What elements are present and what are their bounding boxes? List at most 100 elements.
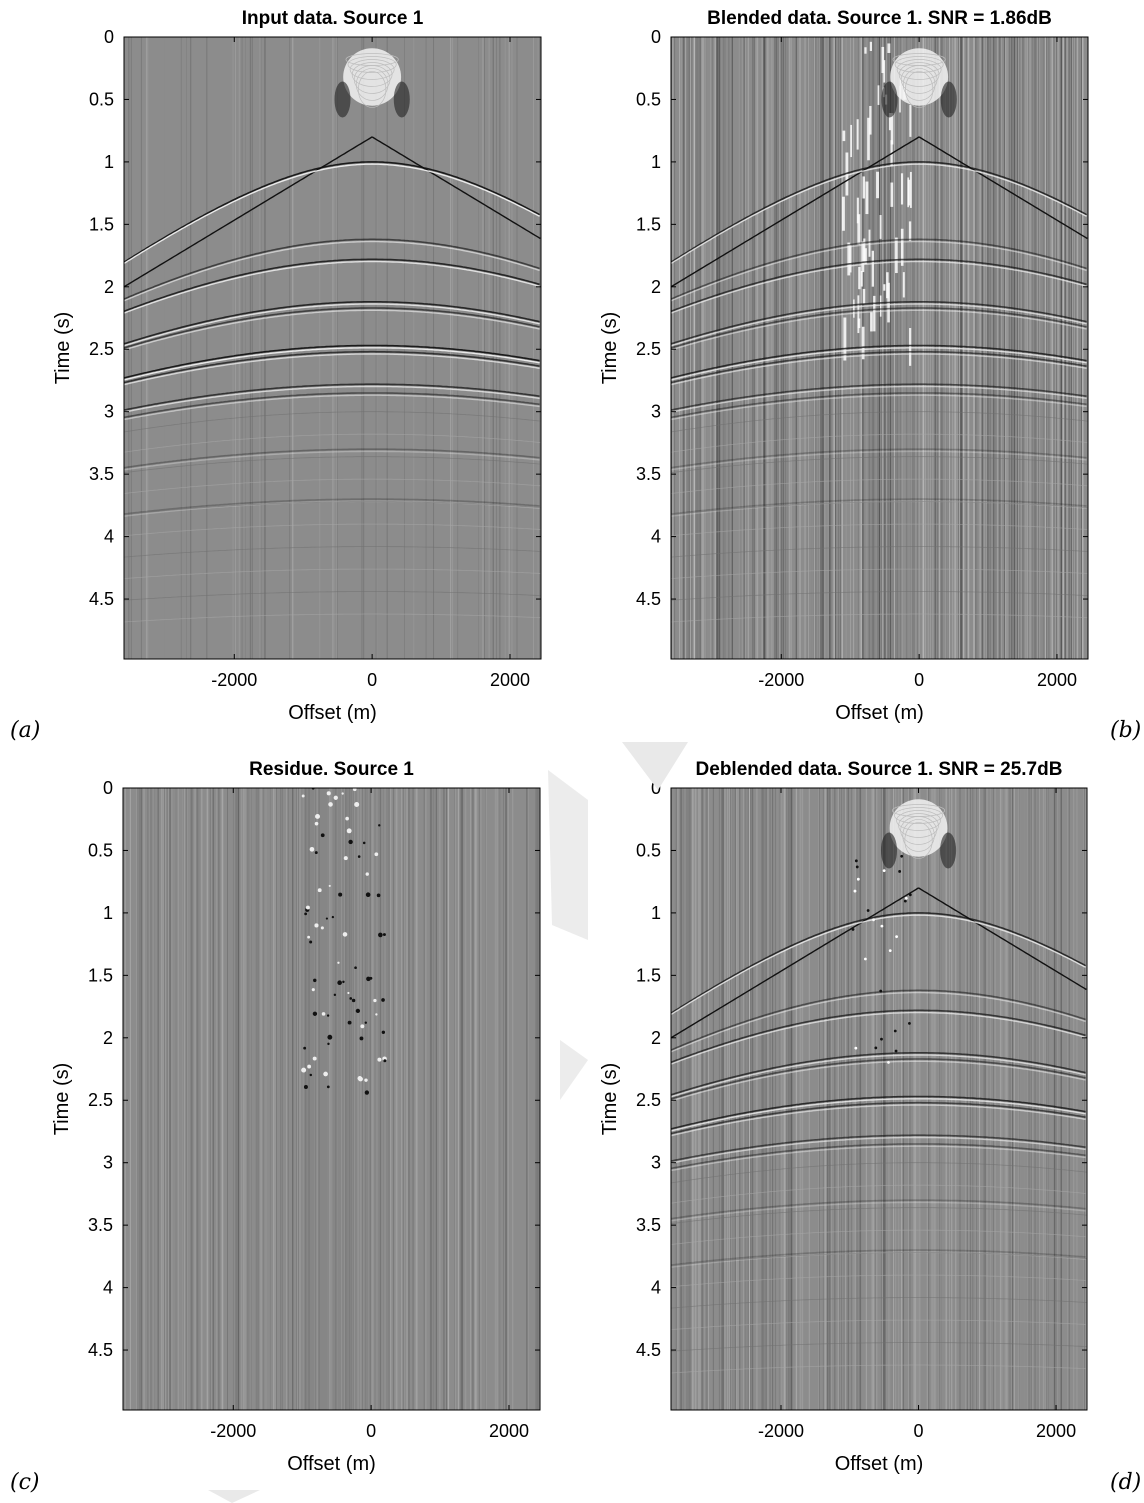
reflection-event — [124, 258, 540, 313]
plot-frame — [670, 787, 1088, 1411]
reflection-event — [671, 912, 1086, 1014]
reflection-event — [124, 309, 540, 351]
reflection-event — [124, 350, 540, 384]
residual-spike — [888, 949, 892, 953]
deep-event — [124, 591, 541, 601]
y-tick-label: 3 — [651, 402, 661, 422]
reflection-event — [124, 347, 540, 381]
deep-event — [124, 613, 541, 623]
residual-spike — [854, 859, 858, 863]
residue-spike — [312, 1056, 317, 1061]
deep-event — [671, 1364, 1087, 1374]
bubble-ring — [353, 65, 391, 94]
y-tick-label: 3.5 — [636, 464, 661, 484]
x-axis-label: Offset (m) — [287, 1453, 376, 1475]
x-tick-label: 2000 — [1036, 1421, 1076, 1441]
reflection-event — [671, 260, 1087, 314]
x-tick-label: 2000 — [1037, 670, 1077, 690]
residue-spike — [376, 893, 381, 898]
reflection-event — [671, 1058, 1086, 1100]
residue-spike — [307, 1064, 312, 1069]
reflection-event — [671, 914, 1086, 1015]
y-tick-label: 4.5 — [636, 1340, 661, 1360]
y-tick-label: 1 — [103, 903, 113, 923]
residual-spike — [894, 1049, 898, 1053]
deep-event — [671, 1162, 1087, 1184]
y-tick-label: 3.5 — [89, 464, 114, 484]
residue-spike — [349, 997, 353, 1000]
dark-blob — [393, 81, 410, 118]
reflection-event — [671, 1201, 1086, 1222]
residue-spike — [345, 816, 349, 821]
residue-spike — [347, 991, 350, 995]
residue-spike — [305, 905, 310, 910]
y-tick-label: 3 — [651, 1153, 661, 1173]
residue-spike — [352, 788, 357, 792]
residual-spike — [874, 1046, 878, 1050]
residue-spike — [307, 935, 311, 939]
reflection-event — [671, 1052, 1086, 1096]
bubble-ring — [894, 56, 944, 73]
reflection-event — [671, 1098, 1086, 1132]
residue-spike — [343, 856, 348, 861]
x-tick-label: 2000 — [490, 670, 530, 690]
plot-title: Blended data. Source 1. SNR = 1.86dB — [707, 8, 1052, 29]
direct-wave — [671, 887, 919, 1039]
reflection-event — [671, 1060, 1086, 1102]
residue-spike — [328, 802, 333, 807]
bubble-ring — [904, 71, 934, 108]
y-tick-label: 0.5 — [636, 840, 661, 860]
reflection-event — [124, 450, 540, 471]
x-tick-label: 0 — [366, 1421, 376, 1441]
x-tick-label: 0 — [367, 670, 377, 690]
reflection-event — [671, 1104, 1086, 1137]
y-tick-label: 1 — [104, 152, 114, 172]
residue-spike — [328, 884, 331, 887]
deep-event — [671, 1207, 1087, 1225]
deep-event — [671, 411, 1088, 433]
deep-event — [671, 1297, 1087, 1309]
reflection-event — [671, 450, 1087, 471]
residue-spike — [313, 978, 317, 983]
panel-label-a: (a) — [10, 718, 41, 743]
deep-event — [671, 1229, 1087, 1245]
x-tick-label: -2000 — [758, 1421, 804, 1441]
residue-spike — [342, 932, 348, 937]
panel-label-c: (c) — [10, 1470, 40, 1495]
reflection-event — [671, 258, 1087, 313]
y-tick-label: 2.5 — [88, 1090, 113, 1110]
reflection-event — [671, 1199, 1086, 1220]
reflection-event — [124, 383, 540, 411]
y-tick-label: 4 — [651, 1278, 661, 1298]
residue-spike — [351, 998, 356, 1003]
residual-spike — [893, 1029, 897, 1033]
y-tick-label: 1.5 — [89, 214, 114, 234]
bubble-ring — [902, 819, 935, 852]
y-tick-label: 0.5 — [89, 89, 114, 109]
reflection-event — [671, 394, 1087, 421]
residue-spike — [347, 1020, 352, 1025]
direct-wave — [371, 136, 541, 240]
deep-event — [671, 1342, 1087, 1352]
deep-event — [671, 568, 1088, 579]
residue-spike — [337, 961, 340, 964]
deep-event — [671, 1252, 1087, 1266]
residual-spike — [864, 957, 867, 961]
y-tick-label: 2.5 — [636, 1090, 661, 1110]
x-axis-label: Offset (m) — [835, 1453, 924, 1475]
y-tick-label: 4.5 — [89, 589, 114, 609]
deep-event — [124, 433, 541, 453]
reflection-event — [124, 301, 540, 345]
direct-wave — [671, 136, 920, 288]
y-tick-label: 3.5 — [636, 1215, 661, 1235]
reflection-event — [671, 344, 1087, 379]
reflection-event — [124, 161, 540, 263]
residue-spike — [321, 1012, 326, 1016]
residue-spike — [331, 915, 335, 919]
residue-spike — [327, 1034, 333, 1040]
y-tick-label: 0 — [103, 778, 113, 798]
y-tick-label: 3.5 — [88, 1215, 113, 1235]
dark-blob — [880, 832, 897, 869]
